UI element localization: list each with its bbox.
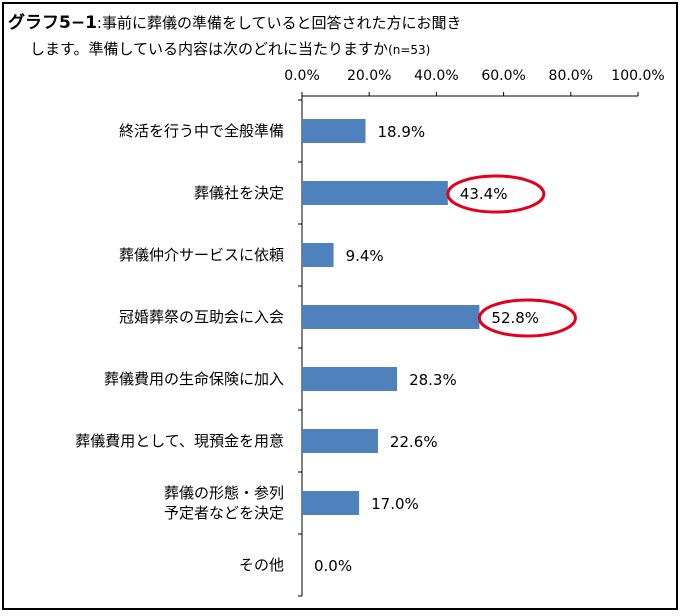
category-label: 葬儀費用として、現預金を用意 (75, 432, 284, 450)
category-label: 葬儀費用の生命保険に加入 (104, 370, 284, 388)
value-label: 52.8% (491, 309, 539, 327)
highlight-ellipse (446, 174, 546, 214)
value-label: 22.6% (390, 433, 438, 451)
value-label: 28.3% (409, 371, 457, 389)
category-label-line: 葬儀費用の生命保険に加入 (104, 370, 284, 388)
x-tick-label: 60.0% (481, 68, 525, 84)
value-label: 9.4% (346, 247, 384, 265)
bar (302, 429, 378, 453)
category-label-line: 冠婚葬祭の互助会に入会 (119, 308, 284, 326)
bar (302, 305, 480, 329)
x-tick-label: 40.0% (414, 68, 458, 84)
chart-title-line1: :事前に葬儀の準備をしていると回答された方にお聞き (97, 14, 462, 32)
chart-title-line2: します。準備している内容は次のどれに当たりますか (30, 40, 388, 58)
category-label: 葬儀仲介サービスに依頼 (119, 246, 284, 264)
category-label-line: 葬儀仲介サービスに依頼 (119, 246, 284, 264)
bar (302, 367, 398, 391)
x-tick-label: 100.0% (611, 68, 664, 84)
bar (302, 181, 448, 205)
value-label: 17.0% (371, 495, 419, 513)
chart-title-prefix: グラフ5−1 (8, 12, 97, 33)
category-label-line: 葬儀費用として、現預金を用意 (75, 432, 284, 450)
x-tick-label: 20.0% (347, 68, 391, 84)
x-tick-label: 0.0% (284, 68, 320, 84)
category-label-line: 葬儀の形態・参列 (164, 484, 284, 502)
category-label: 葬儀社を決定 (194, 184, 284, 202)
x-tick-label: 80.0% (549, 68, 593, 84)
value-label: 43.4% (460, 185, 508, 203)
category-label-line: 予定者などを決定 (164, 504, 284, 522)
category-label-line: 葬儀社を決定 (194, 184, 284, 202)
highlight-ellipse (477, 298, 577, 338)
bar (302, 243, 334, 267)
category-label-line: 終活を行う中で全般準備 (119, 122, 284, 140)
category-label-line: その他 (239, 556, 284, 574)
bar (302, 491, 360, 515)
svg-text:グラフ5−1:事前に葬儀の準備をしていると回答された方にお聞: グラフ5−1:事前に葬儀の準備をしていると回答された方にお聞き (8, 12, 462, 33)
category-label: 冠婚葬祭の互助会に入会 (119, 308, 284, 326)
bar (302, 119, 366, 143)
value-label: 18.9% (378, 123, 426, 141)
category-label: 葬儀の形態・参列予定者などを決定 (164, 484, 284, 522)
svg-text:します。準備している内容は次のどれに当たりますか(n=53): します。準備している内容は次のどれに当たりますか(n=53) (30, 40, 430, 58)
value-label: 0.0% (314, 557, 352, 575)
category-label: その他 (239, 556, 284, 574)
plot-area: 0.0% 20.0% 40.0% 60.0% 80.0% 100.0% 終活を行う中で全般準… (75, 68, 665, 597)
category-label: 終活を行う中で全般準備 (119, 122, 284, 140)
chart-sample-size: (n=53) (388, 43, 430, 57)
